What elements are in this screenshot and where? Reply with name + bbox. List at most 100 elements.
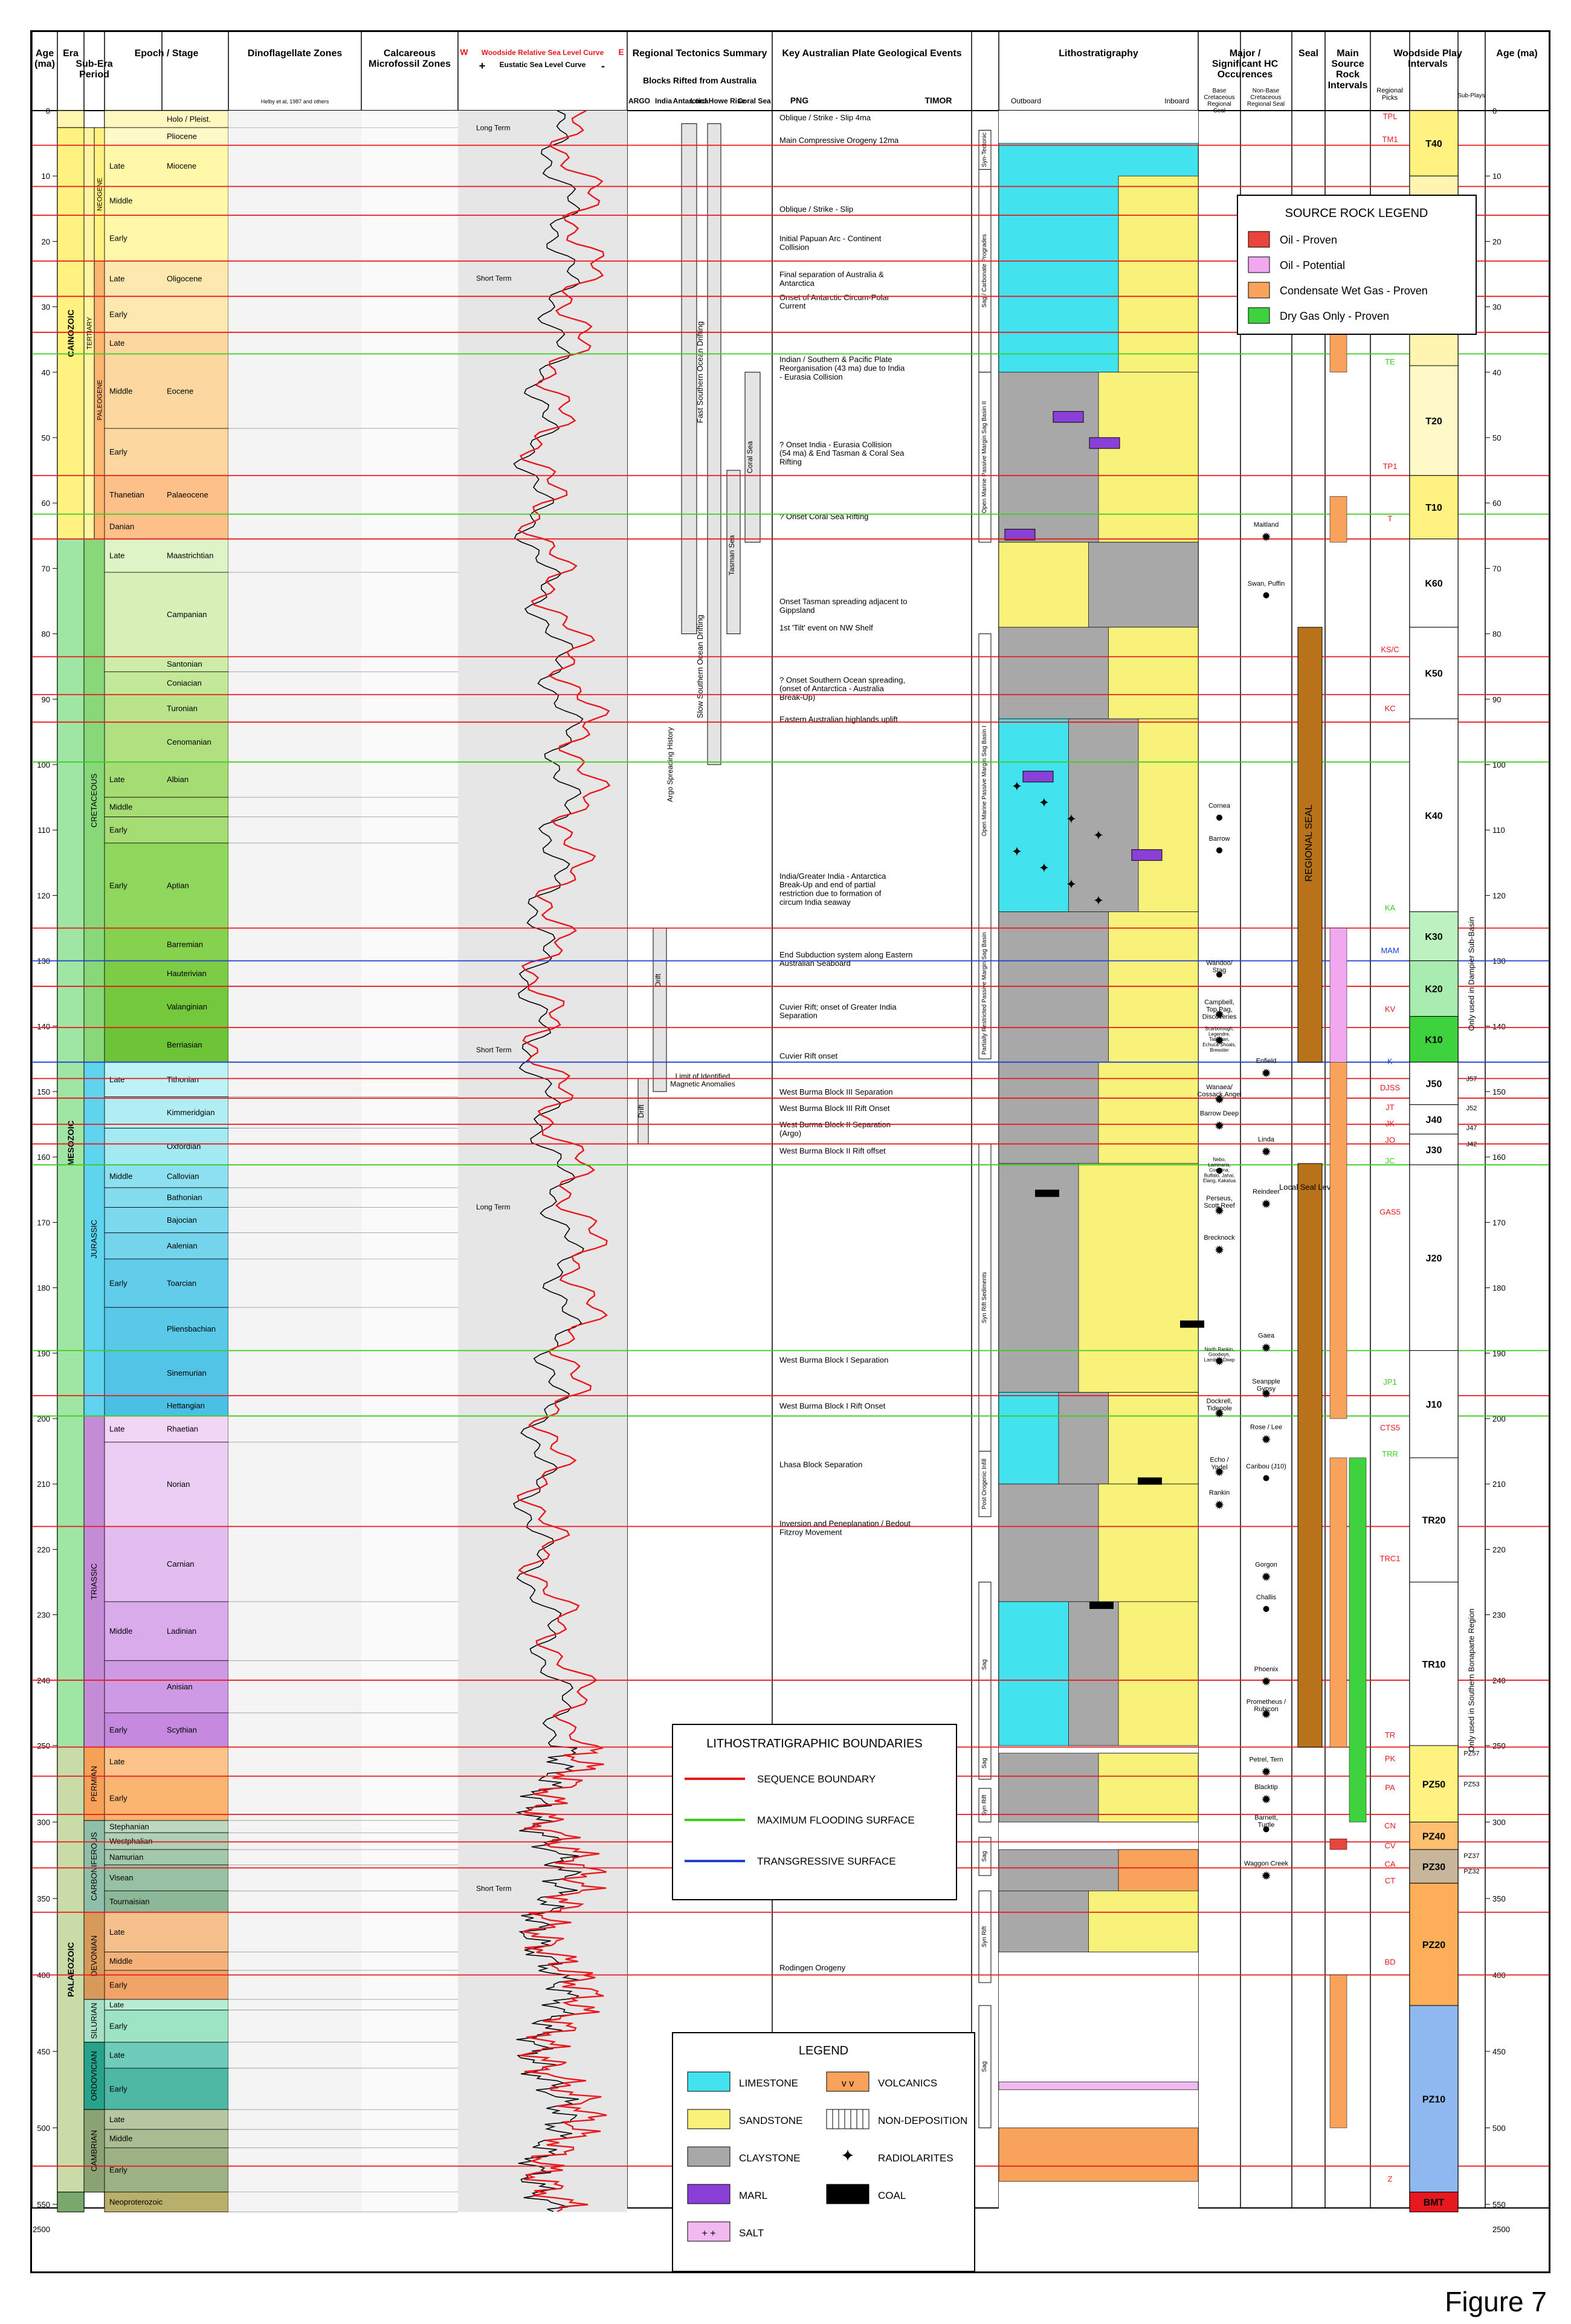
geological-event: West Burma Block II Rift offset bbox=[779, 1146, 886, 1155]
sub-play-label: J52 bbox=[1466, 1105, 1477, 1112]
sub-play-note: Only used in Dampier Sub-Basin bbox=[1467, 917, 1476, 1031]
play-interval bbox=[1409, 960, 1459, 1017]
regional-pick: T bbox=[1388, 514, 1393, 523]
stage-band bbox=[104, 1258, 229, 1308]
tect-label: Magnetic Anomalies bbox=[670, 1080, 735, 1089]
stage-band bbox=[104, 1952, 229, 1971]
regional-seal-label: REGIONAL SEAL bbox=[1304, 804, 1314, 882]
stage-label: Palaeocene bbox=[167, 490, 208, 499]
tectonic-phase-label: Sag bbox=[981, 1851, 988, 1862]
gas-symbol: ✹ bbox=[1261, 1146, 1271, 1159]
age-tick-label-right: 500 bbox=[1492, 2124, 1506, 2133]
stage-band bbox=[104, 656, 229, 672]
era-label: PALAEOZOIC bbox=[66, 1942, 76, 1997]
epoch-label: Late bbox=[109, 338, 124, 348]
hc-occurrence-label: Gorgon bbox=[1255, 1561, 1277, 1568]
header-hc-base: Base bbox=[1213, 88, 1227, 94]
epoch-label: Middle bbox=[109, 803, 132, 812]
geological-event: Break-Up and end of partial bbox=[779, 880, 876, 889]
stage-label: Anisian bbox=[167, 1682, 193, 1691]
litho-legend-glyph: + + bbox=[702, 2229, 715, 2239]
stage-label: Ladinian bbox=[167, 1626, 196, 1636]
litho-legend-swatch bbox=[826, 2184, 869, 2204]
stage-label: Turonian bbox=[167, 704, 198, 713]
period-band bbox=[83, 2109, 105, 2193]
stage-label: Sinemurian bbox=[167, 1368, 207, 1377]
regional-pick: JK bbox=[1386, 1119, 1395, 1128]
header-regional-picks: Picks bbox=[1382, 94, 1398, 102]
header-hc-nonbase: Regional Seal bbox=[1247, 101, 1285, 108]
header-sealevel: Woodside Relative Sea Level Curve bbox=[482, 48, 604, 57]
gas-symbol: ✹ bbox=[1215, 1008, 1225, 1021]
tectonic-phase-box bbox=[978, 1788, 992, 1823]
oil-symbol bbox=[1263, 1605, 1269, 1612]
litho-legend-swatch bbox=[687, 2221, 731, 2242]
age-tick-label: 40 bbox=[42, 368, 50, 377]
geological-event: Lhasa Block Separation bbox=[779, 1460, 862, 1469]
header-tect-sub-1: India bbox=[655, 97, 672, 105]
litho-legend-item: SALT bbox=[739, 2227, 764, 2239]
hc-occurrence-label: Caribou (J10) bbox=[1246, 1463, 1286, 1471]
age-tick-label-right: 250 bbox=[1492, 1741, 1506, 1750]
era-band bbox=[57, 127, 85, 540]
source-legend-item: Oil - Proven bbox=[1280, 234, 1337, 246]
stage-label: Maastrichtian bbox=[167, 551, 213, 560]
age-tick-label: 60 bbox=[42, 499, 50, 508]
age-tick-label-right: 220 bbox=[1492, 1545, 1506, 1554]
header-hcb: Major / bbox=[1230, 48, 1261, 59]
stage-label: Toarcian bbox=[167, 1278, 196, 1287]
regional-pick: JP1 bbox=[1383, 1377, 1396, 1387]
oil-symbol bbox=[1216, 1168, 1222, 1174]
stage-label: Pliensbachian bbox=[167, 1324, 216, 1333]
age-tick-label-right: 30 bbox=[1492, 303, 1501, 312]
header-dino-sub: Helby et al, 1987 and others bbox=[261, 99, 329, 105]
litho-legend-item: MARL bbox=[739, 2190, 767, 2201]
geological-event: Gippsland bbox=[779, 606, 815, 615]
local-seal-bar bbox=[1297, 1163, 1323, 1748]
tectonic-phase-label: Sag / Carbonate Progrades bbox=[981, 234, 988, 308]
gas-symbol: ✹ bbox=[1261, 1434, 1271, 1447]
header-sealevel-w: W bbox=[460, 47, 468, 57]
epoch-label: Early bbox=[109, 447, 127, 456]
source-legend-title: SOURCE ROCK LEGEND bbox=[1285, 207, 1428, 220]
regional-pick: CT bbox=[1385, 1876, 1395, 1885]
regional-pick: GAS5 bbox=[1379, 1208, 1401, 1217]
litho-legend-item: SANDSTONE bbox=[739, 2115, 803, 2126]
age-tick-label: 30 bbox=[42, 303, 50, 312]
stage-band bbox=[104, 1832, 229, 1850]
geological-event: (onset of Antarctica - Australia bbox=[779, 684, 884, 693]
sub-play-note: Only used in Southern Bonaparte Region bbox=[1467, 1608, 1476, 1752]
period-band bbox=[83, 1820, 105, 1913]
epoch-label: Early bbox=[109, 881, 127, 890]
period-label: PERMIAN bbox=[89, 1766, 98, 1802]
hc-occurrence-label: Echo / bbox=[1210, 1457, 1229, 1464]
epoch-label: Late bbox=[109, 1425, 124, 1434]
hc-occurrence-label: Top Pag, bbox=[1206, 1006, 1232, 1013]
age-tick-label: 450 bbox=[37, 2047, 50, 2056]
age-tick-label: 500 bbox=[37, 2124, 50, 2133]
tect-label: Drift bbox=[637, 1104, 645, 1118]
header-plays: Woodside Play bbox=[1393, 48, 1462, 59]
gas-symbol: ✹ bbox=[1261, 1675, 1271, 1689]
stage-label: Barremian bbox=[167, 940, 203, 949]
regional-pick: DJSS bbox=[1380, 1083, 1401, 1092]
header-hc-base: Seal bbox=[1213, 108, 1225, 114]
stage-label: Coniacian bbox=[167, 679, 202, 688]
sealevel-annotation: Short Term bbox=[476, 1046, 511, 1054]
coal-bed bbox=[1035, 1190, 1059, 1197]
geological-event: ? Onset Southern Ocean spreading, bbox=[779, 675, 905, 684]
litho-legend-item: COAL bbox=[878, 2190, 906, 2201]
hc-occurrence-label: Scott Reef bbox=[1204, 1202, 1235, 1209]
age-break-label: 2500 bbox=[33, 2225, 50, 2234]
litho-legend-swatch bbox=[687, 2146, 731, 2167]
age-tick-label: 150 bbox=[37, 1087, 50, 1096]
header-epoch: Epoch / Stage bbox=[135, 48, 199, 59]
age-tick-label-right: 300 bbox=[1492, 1818, 1506, 1827]
regional-pick: TPL bbox=[1383, 112, 1398, 121]
litho-legend-item: RADIOLARITES bbox=[878, 2152, 953, 2164]
play-interval-label: K30 bbox=[1425, 932, 1442, 942]
litho-unit bbox=[1098, 372, 1199, 543]
geological-event: Eastern Australian highlands uplift bbox=[779, 714, 898, 723]
hc-occurrence-label: Phoenix bbox=[1254, 1666, 1279, 1673]
gas-symbol: ✹ bbox=[1261, 1571, 1271, 1584]
